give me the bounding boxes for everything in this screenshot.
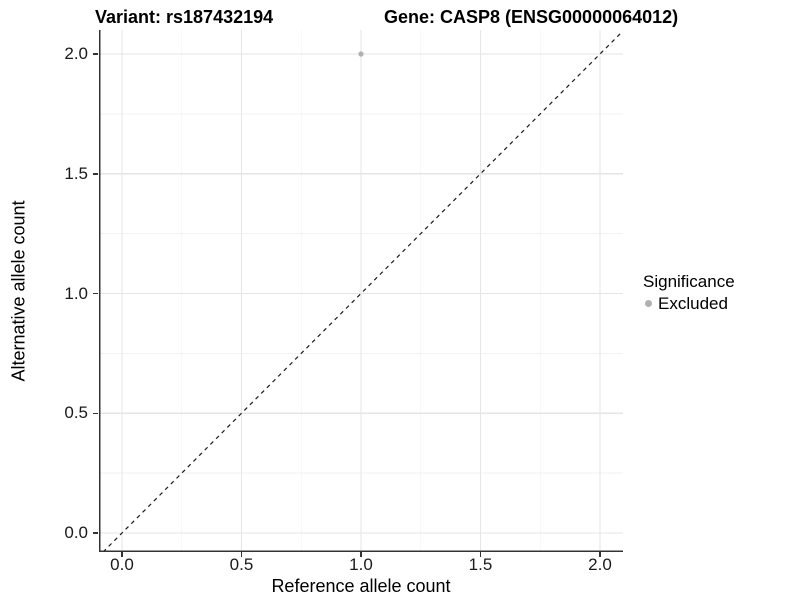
y-axis-title: Alternative allele count	[8, 200, 29, 382]
legend-title: Significance	[643, 272, 735, 291]
y-tick-label: 0.0	[64, 523, 88, 542]
x-tick-label: 0.0	[110, 555, 134, 574]
legend: Significance Excluded	[643, 271, 735, 314]
y-tick-mark	[93, 53, 98, 55]
legend-item-excluded: Excluded	[645, 293, 735, 314]
y-tick-label: 0.5	[64, 403, 88, 423]
x-axis-title: Reference allele count	[271, 576, 451, 596]
plot-canvas	[99, 30, 623, 552]
y-tick-mark	[93, 173, 98, 175]
data-point	[358, 51, 364, 57]
y-tick-label: 2.0	[64, 44, 88, 63]
x-tick-mark	[479, 552, 482, 557]
plot-panel	[99, 30, 623, 552]
x-tick-mark	[360, 552, 362, 557]
x-tick-mark	[121, 552, 123, 557]
y-tick-mark	[93, 412, 98, 414]
x-tick-mark	[599, 552, 601, 557]
y-tick-mark	[93, 532, 98, 534]
identity-reference-line	[102, 30, 623, 552]
x-tick-mark	[240, 552, 243, 557]
y-tick-label: 1.5	[64, 163, 88, 183]
x-tick-label: 0.5	[229, 555, 254, 574]
plot-title-variant: Variant: rs187432194	[95, 7, 274, 27]
y-tick-mark	[93, 292, 98, 295]
legend-point-icon	[645, 300, 652, 307]
x-tick-label: 1.0	[349, 555, 373, 574]
plot-title-gene: Gene: CASP8 (ENSG00000064012)	[384, 7, 679, 27]
x-tick-label: 1.5	[468, 555, 493, 574]
legend-item-label: Excluded	[658, 294, 728, 313]
x-tick-label: 2.0	[588, 555, 612, 574]
y-tick-label: 1.0	[64, 283, 88, 303]
